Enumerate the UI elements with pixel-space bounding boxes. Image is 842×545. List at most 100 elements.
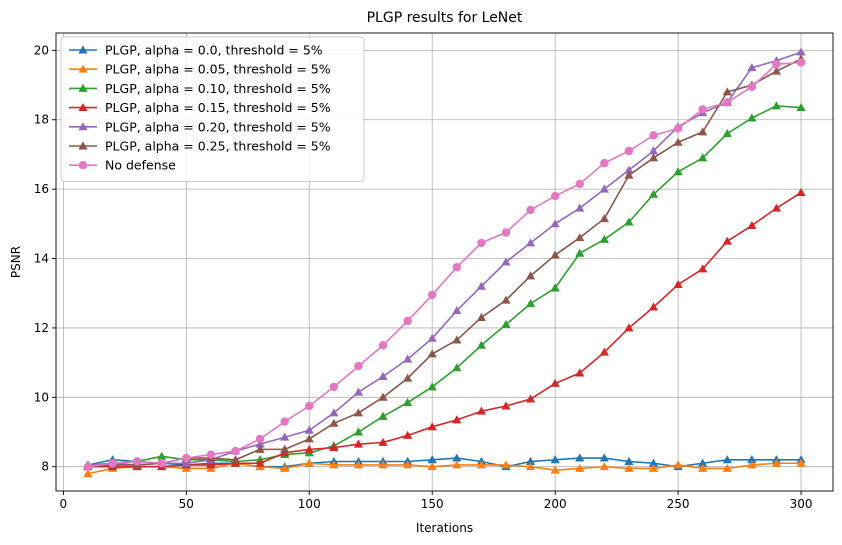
data-point <box>648 458 659 467</box>
data-point <box>648 463 659 472</box>
series-4 <box>83 188 806 471</box>
y-axis-ticks: 8 10 12 14 16 18 20 <box>34 43 56 474</box>
data-point <box>673 167 683 176</box>
data-point <box>624 323 634 332</box>
legend-item: PLGP, alpha = 0.05, threshold = 5% <box>69 62 331 77</box>
series-line <box>87 58 802 468</box>
data-point <box>255 434 265 444</box>
data-point <box>599 214 609 223</box>
series-line <box>87 462 802 475</box>
data-point <box>722 87 732 96</box>
data-point <box>575 203 585 212</box>
grid <box>56 33 833 491</box>
legend-label: PLGP, alpha = 0.0, threshold = 5% <box>105 43 323 58</box>
data-point <box>599 453 609 462</box>
legend-item: PLGP, alpha = 0.0, threshold = 5% <box>69 43 323 58</box>
data-point <box>378 437 388 446</box>
data-point <box>304 444 314 453</box>
legend-item: PLGP, alpha = 0.20, threshold = 5% <box>69 119 331 134</box>
data-point <box>501 401 511 410</box>
data-point <box>501 319 511 328</box>
data-point <box>403 460 413 469</box>
data-point <box>550 219 560 228</box>
data-point <box>599 347 609 356</box>
data-point <box>280 417 289 426</box>
data-point <box>83 469 93 478</box>
data-point <box>403 373 413 382</box>
data-point <box>280 463 290 472</box>
data-point <box>353 408 364 417</box>
data-point <box>722 463 732 472</box>
data-point <box>378 411 388 420</box>
x-axis-label: Iterations <box>416 521 473 535</box>
data-point <box>575 463 585 472</box>
data-point <box>280 444 290 453</box>
data-point <box>599 462 609 471</box>
data-point <box>575 248 585 257</box>
legend-label: PLGP, alpha = 0.25, threshold = 5% <box>105 139 331 154</box>
data-point <box>673 137 683 146</box>
data-point <box>354 361 363 371</box>
data-point <box>452 305 462 315</box>
x-tick-label: 300 <box>790 497 813 511</box>
data-point <box>796 188 806 197</box>
data-point <box>747 113 757 122</box>
data-point <box>747 82 757 91</box>
data-point <box>353 439 364 448</box>
data-point <box>476 281 486 290</box>
legend-marker <box>78 161 88 170</box>
data-point <box>599 184 609 193</box>
data-point <box>378 392 388 401</box>
data-point <box>575 233 585 242</box>
legend-label: PLGP, alpha = 0.20, threshold = 5% <box>105 119 331 134</box>
data-point <box>427 462 437 471</box>
data-point <box>550 283 560 292</box>
x-tick-label: 50 <box>179 497 194 511</box>
data-point <box>378 341 388 350</box>
legend-label: No defense <box>105 158 176 173</box>
x-tick-label: 150 <box>421 497 444 511</box>
legend-label: PLGP, alpha = 0.15, threshold = 5% <box>105 100 331 115</box>
data-point <box>476 340 486 349</box>
data-point <box>206 450 216 459</box>
data-point <box>427 349 437 358</box>
data-point <box>772 60 781 69</box>
data-point <box>477 238 486 248</box>
y-tick-label: 20 <box>34 43 49 57</box>
data-point <box>796 47 806 56</box>
data-point <box>771 458 782 467</box>
x-tick-label: 250 <box>667 497 690 511</box>
data-point <box>698 105 707 114</box>
x-tick-label: 0 <box>60 497 68 511</box>
data-point <box>353 387 364 396</box>
data-point <box>305 401 314 411</box>
data-point <box>575 453 585 462</box>
data-point <box>452 363 462 372</box>
data-point <box>698 463 708 472</box>
data-point <box>624 170 634 179</box>
data-point <box>182 453 191 463</box>
data-point <box>476 460 486 469</box>
data-point <box>722 236 732 245</box>
data-point <box>648 153 659 162</box>
data-point <box>722 129 732 138</box>
legend-item: PLGP, alpha = 0.15, threshold = 5% <box>69 100 331 115</box>
data-point <box>575 179 584 189</box>
data-point <box>304 434 314 443</box>
legend-item: PLGP, alpha = 0.10, threshold = 5% <box>69 81 331 96</box>
data-point <box>230 455 241 464</box>
data-point <box>501 295 511 304</box>
data-point <box>206 460 216 469</box>
data-point <box>525 271 536 280</box>
data-point <box>403 430 413 439</box>
legend-marker <box>78 45 88 54</box>
data-point <box>427 333 437 342</box>
legend-marker <box>78 64 88 73</box>
data-point <box>673 279 683 289</box>
data-point <box>255 439 265 448</box>
data-point <box>648 146 659 155</box>
data-point <box>550 455 560 464</box>
data-point <box>427 455 437 464</box>
data-point <box>698 127 708 136</box>
